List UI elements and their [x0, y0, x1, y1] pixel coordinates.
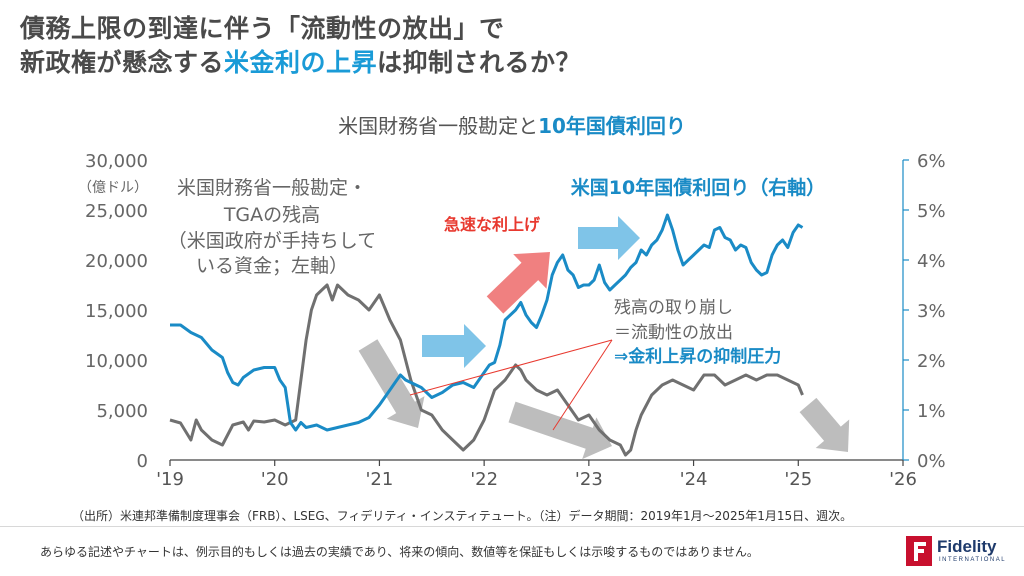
y-left-unit: （億ドル）: [78, 180, 148, 196]
drawdown-label-line: 残高の取り崩し: [614, 298, 733, 318]
title-line-2-a: 新政権が懸念する: [20, 48, 225, 77]
y-left-tick-label: 30,000: [85, 151, 148, 172]
yield-line: [170, 213, 804, 432]
x-tick-label: '19: [156, 469, 184, 490]
subtitle-highlight: 10年国債利回り: [538, 114, 686, 138]
x-tick-label: '23: [575, 469, 603, 490]
title-line-2: 新政権が懸念する米金利の上昇は抑制されるか？: [20, 46, 581, 80]
y-right-tick-label: 0%: [917, 451, 946, 472]
down-arrow-icon: [508, 401, 612, 460]
tga-label-line: いる資金；左軸）: [196, 255, 348, 277]
y-right-tick-label: 4%: [917, 251, 946, 272]
tga-line: [169, 283, 804, 457]
callout-pointer: [552, 339, 613, 431]
y-right-tick-label: 2%: [917, 351, 946, 372]
yield-label: 米国10年国債利回り（右軸）: [571, 176, 825, 199]
y-left-tick-label: 10,000: [85, 351, 148, 372]
y-right-tick-label: 1%: [917, 401, 946, 422]
fidelity-logo-mark-icon: [906, 536, 932, 566]
title-line-1: 債務上限の到達に伴う「流動性の放出」で: [20, 14, 505, 43]
right-arrow-icon: [578, 216, 640, 260]
title-line-2-b: は抑制されるか？: [377, 48, 582, 77]
logo-sub: INTERNATIONAL: [939, 557, 1007, 563]
down-arrow-icon: [799, 397, 850, 452]
y-left-tick-label: 25,000: [85, 201, 148, 222]
y-left-tick-label: 20,000: [85, 251, 148, 272]
footer-divider: [0, 526, 1024, 527]
x-tick-label: '26: [889, 469, 917, 490]
disclaimer: あらゆる記述やチャートは、例示目的もしくは過去の実績であり、将来の傾向、数値等を…: [40, 545, 759, 559]
x-tick-label: '21: [365, 469, 393, 490]
page-title: 債務上限の到達に伴う「流動性の放出」で 新政権が懸念する米金利の上昇は抑制される…: [20, 12, 581, 80]
y-right-tick-label: 3%: [917, 301, 946, 322]
y-left-tick-label: 0: [137, 451, 148, 472]
right-arrow-icon: [422, 324, 486, 368]
drawdown-label-line: ＝流動性の放出: [614, 323, 733, 343]
y-right-tick-label: 6%: [917, 151, 946, 172]
down-arrow-icon: [358, 339, 425, 428]
title-highlight: 米金利の上昇: [224, 48, 378, 77]
logo-name: Fidelity: [937, 537, 997, 556]
x-tick-label: '25: [784, 469, 812, 490]
y-left-tick-label: 5,000: [96, 401, 148, 422]
y-left-tick-label: 15,000: [85, 301, 148, 322]
fidelity-logo: Fidelity INTERNATIONAL: [906, 535, 1016, 569]
x-tick-label: '22: [470, 469, 498, 490]
rapid-hike-label: 急速な利上げ: [444, 215, 541, 234]
chart-subtitle: 米国財務省一般勘定と10年国債利回り: [0, 110, 1024, 139]
x-tick-label: '20: [261, 469, 289, 490]
tga-label-line: TGAの残高: [223, 204, 320, 226]
callout-pointer: [409, 339, 613, 396]
subtitle-a: 米国財務省一般勘定と: [338, 114, 539, 138]
x-tick-label: '24: [680, 469, 708, 490]
drawdown-label-line: ⇒金利上昇の抑制圧力: [614, 346, 781, 367]
tga-label-line: 米国財務省一般勘定・: [177, 177, 367, 199]
up-arrow-icon: [486, 252, 550, 314]
y-right-tick-label: 5%: [917, 201, 946, 222]
tga-label-line: （米国政府が手持ちして: [168, 230, 376, 252]
source-note: （出所）米連邦準備制度理事会（FRB）、LSEG、フィデリティ・インスティテュー…: [72, 509, 853, 523]
